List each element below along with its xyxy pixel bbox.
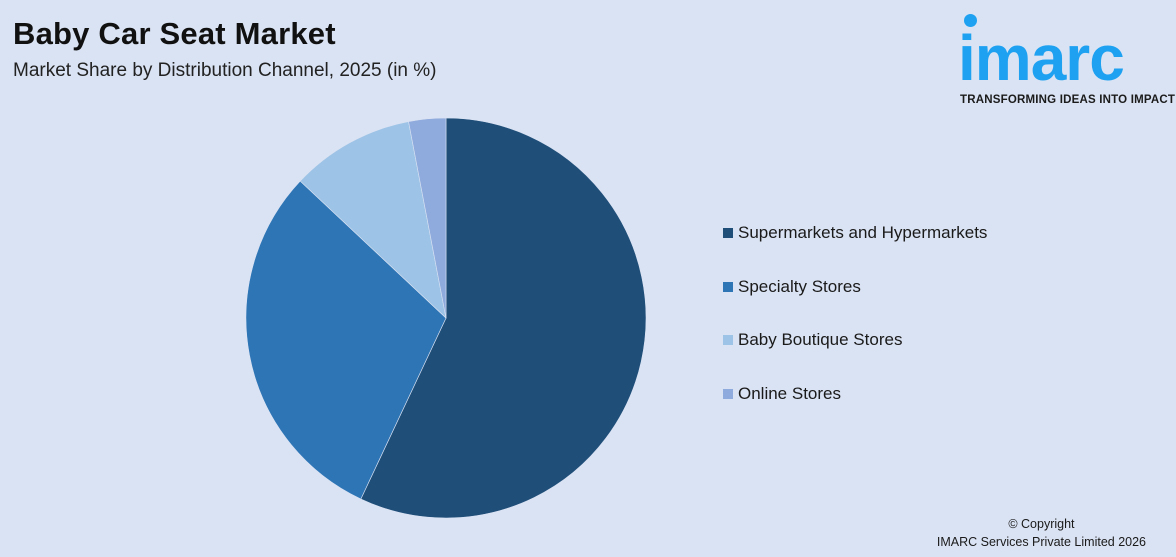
pie-slice xyxy=(299,121,447,319)
logo-wordmark: imarc xyxy=(958,22,1125,94)
pie-slice xyxy=(360,117,647,519)
legend-swatch xyxy=(723,228,733,238)
legend-item: Online Stores xyxy=(723,383,987,405)
legend-swatch xyxy=(723,335,733,345)
pie-slice xyxy=(245,180,447,500)
legend-swatch xyxy=(723,388,733,399)
chart-title: Baby Car Seat Market xyxy=(13,16,336,51)
legend-label: Online Stores xyxy=(738,383,841,403)
copyright-footer: © Copyright IMARC Services Private Limit… xyxy=(937,515,1146,551)
legend-label: Supermarkets and Hypermarkets xyxy=(738,223,988,242)
legend-item: Supermarkets and Hypermarkets xyxy=(723,222,987,244)
legend-label: Baby Boutique Stores xyxy=(738,330,903,349)
legend-item: Specialty Stores xyxy=(723,276,987,298)
pie-slice xyxy=(408,117,447,319)
imarc-logo: imarc TRANSFORMING IDEAS INTO IMPACT xyxy=(944,12,1175,112)
legend-swatch xyxy=(723,281,733,292)
copyright-label: © Copyright xyxy=(1008,517,1075,531)
logo-tagline: TRANSFORMING IDEAS INTO IMPACT xyxy=(960,94,1176,106)
logo-dot-icon xyxy=(964,14,977,27)
legend-label: Specialty Stores xyxy=(738,276,861,296)
chart-legend: Supermarkets and Hypermarkets Specialty … xyxy=(723,222,987,436)
chart-subtitle: Market Share by Distribution Channel, 20… xyxy=(13,60,437,81)
copyright-company: IMARC Services Private Limited 2026 xyxy=(936,535,1146,549)
legend-item: Baby Boutique Stores xyxy=(723,329,987,351)
